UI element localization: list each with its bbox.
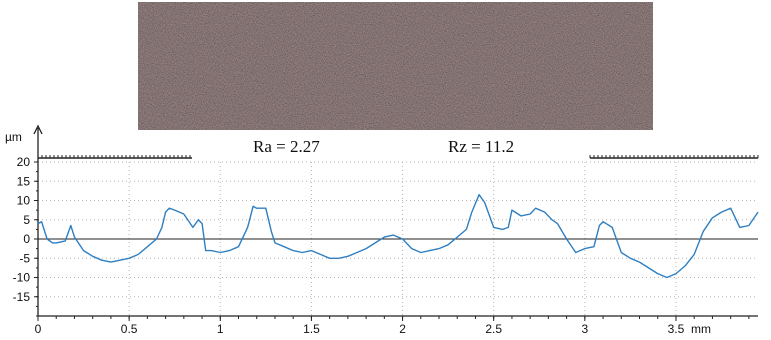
y-tick-label: 0 [23, 232, 30, 246]
y-tick-label: -10 [13, 271, 31, 285]
profile-line [37, 193, 759, 279]
x-tick-label: 1.5 [303, 322, 320, 336]
series [37, 193, 759, 279]
ra-annotation: Ra = 2.27 [253, 137, 320, 156]
tick-labels: 20 15 10 5 0 -5 -10 -15 0 0.5 1 1.5 2 2.5 3 3.5 µm mm [5, 130, 711, 336]
x-tick-label: 0 [35, 322, 42, 336]
y-tick-label: -5 [19, 251, 30, 265]
x-tick-label: 3.5 [668, 322, 685, 336]
x-tick-label: 1 [217, 322, 224, 336]
y-tick-label: 5 [23, 213, 30, 227]
y-tick-label: -15 [13, 290, 31, 304]
x-tick-label: 0.5 [121, 322, 138, 336]
y-axis-arrow [33, 124, 43, 135]
y-axis-unit: µm [5, 130, 22, 144]
x-tick-label: 3 [581, 322, 588, 336]
y-tick-label: 15 [17, 174, 31, 188]
x-axis-unit: mm [691, 322, 711, 336]
axes [33, 124, 759, 321]
y-tick-label: 20 [17, 155, 31, 169]
x-tick-label: 2 [399, 322, 406, 336]
rz-annotation: Rz = 11.2 [448, 137, 515, 156]
x-tick-label: 2.5 [485, 322, 502, 336]
surface-photo-texture [138, 2, 653, 130]
y-tick-label: 10 [17, 194, 31, 208]
